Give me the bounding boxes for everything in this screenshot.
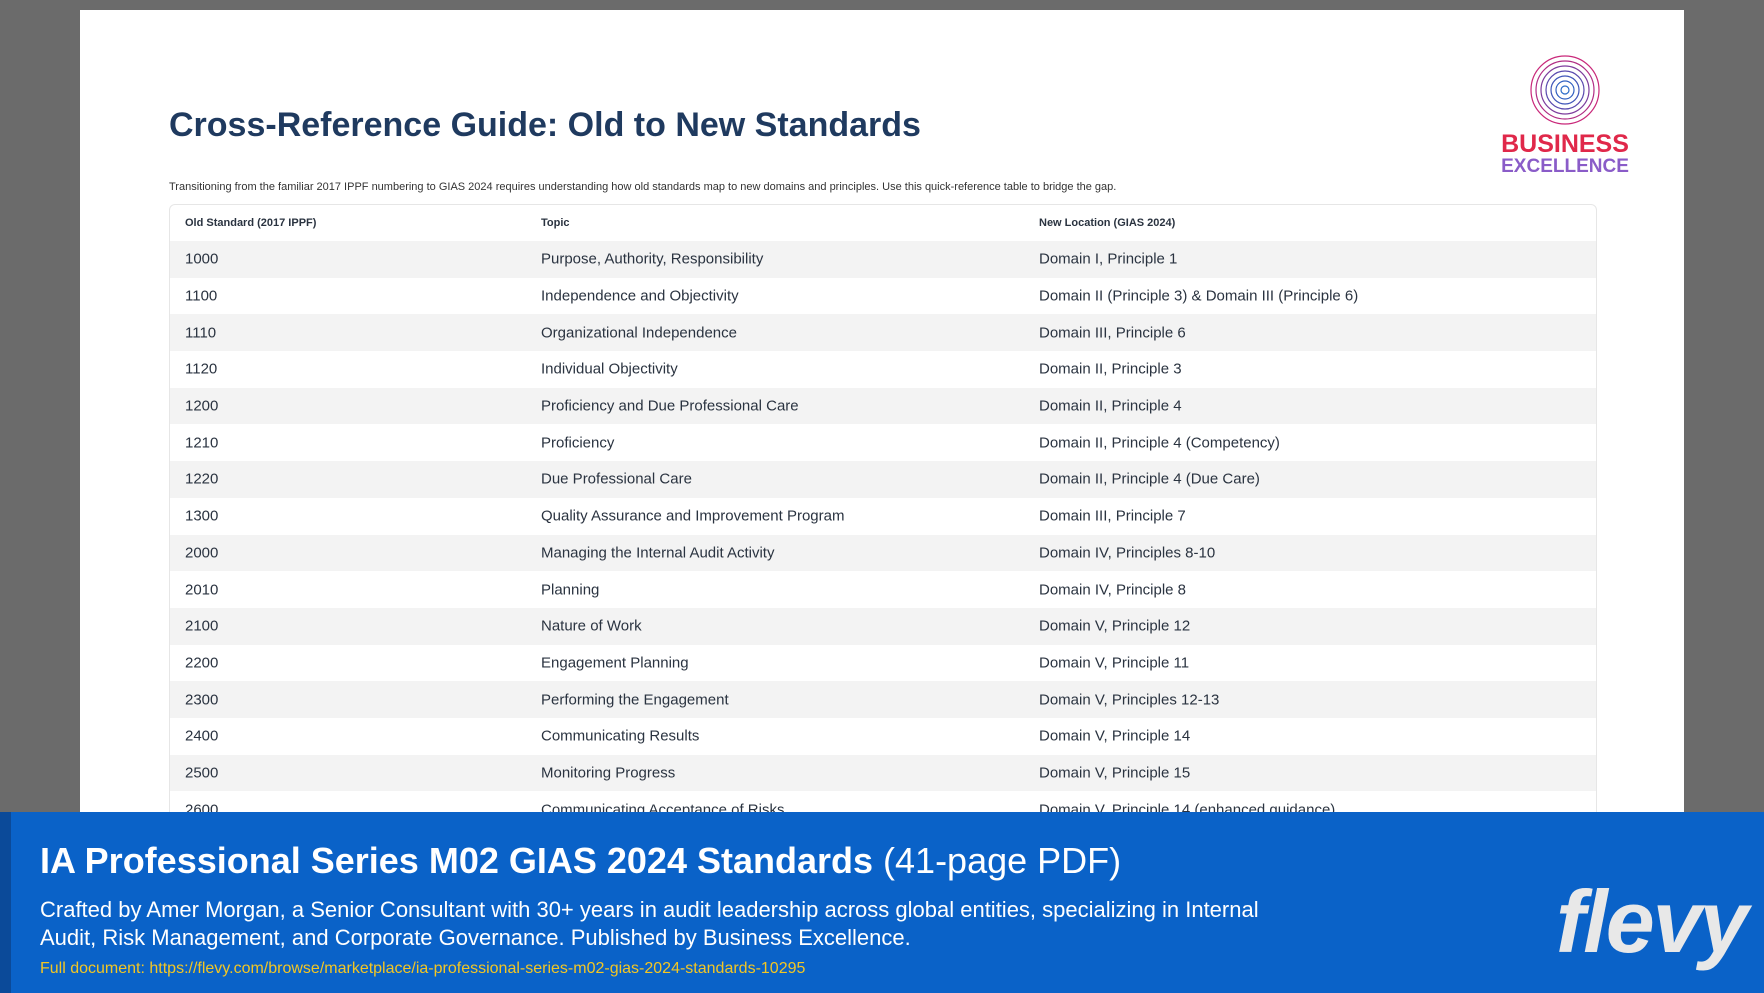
table-cell: 1120: [185, 360, 218, 378]
table-row: 1220 Due Professional Care Domain II, Prin…: [170, 461, 1596, 498]
table-cell: Due Professional Care: [541, 470, 692, 488]
table-cell: Domain I, Principle 1: [1039, 250, 1178, 268]
table-row: 2010 Planning Domain IV, Principle 8: [170, 571, 1596, 608]
table-cell: 2300: [185, 691, 219, 709]
table: Old Standard (2017 IPPF) Topic New Locatio…: [169, 204, 1597, 829]
table-cell: Domain V, Principle 12: [1039, 617, 1191, 635]
banner: IA Professional Series M02 GIAS 2024 Sta…: [0, 812, 1764, 993]
table-row: 2300 Performing the Engagement Domain V, P…: [170, 681, 1596, 718]
table-cell: Domain III, Principle 6: [1039, 324, 1186, 342]
table-cell: Purpose, Authority, Responsibility: [541, 250, 764, 268]
column-header: Old Standard (2017 IPPF): [185, 217, 317, 229]
table-cell: Nature of Work: [541, 617, 642, 635]
table-row: 2100 Nature of Work Domain V, Principle 12: [170, 607, 1596, 645]
column-header: Topic: [541, 217, 570, 229]
table-row: 1110 Organizational Independence Domain II…: [170, 314, 1596, 352]
table-row: 1000 Purpose, Authority, Responsibility Do…: [170, 241, 1596, 278]
table-row: 1120 Individual Objectivity Domain II, Pri…: [170, 351, 1596, 388]
table-row: 2200 Engagement Planning Domain V, Princip…: [170, 645, 1596, 682]
logo-line1: BUSINESS: [1501, 130, 1629, 158]
logo: BUSINESS EXCELLENCE: [1480, 54, 1650, 177]
table-cell: 1110: [185, 324, 217, 342]
banner-title: IA Professional Series M02 GIAS 2024 Sta…: [40, 840, 1121, 882]
table-cell: Domain II (Principle 3) & Domain III (Pr…: [1039, 287, 1359, 305]
table-cell: Domain V, Principle 11: [1039, 654, 1190, 672]
logo-mark: [1530, 55, 1600, 125]
table-cell: Domain III, Principle 7: [1039, 507, 1186, 525]
table-cell: Planning: [541, 581, 600, 599]
table-cell: Organizational Independence: [541, 324, 737, 342]
table-cell: Domain IV, Principle 8: [1039, 581, 1187, 599]
brand-logo: flevy: [1556, 872, 1749, 971]
table-cell: Managing the Internal Audit Activity: [541, 544, 775, 562]
slide-title: Cross-Reference Guide: Old to New Standa…: [169, 106, 921, 144]
table-cell: 2400: [185, 727, 219, 745]
table-cell: Engagement Planning: [541, 654, 689, 672]
table-row: 1300 Quality Assurance and Improvement Pr…: [170, 498, 1596, 535]
table-cell: Domain IV, Principles 8-10: [1039, 544, 1216, 562]
table-cell: 1300: [185, 507, 219, 525]
banner-link[interactable]: Full document: https://flevy.com/browse/…: [40, 960, 806, 977]
table-row: 1200 Proficiency and Due Professional Car…: [170, 387, 1596, 425]
table-row: 2500 Monitoring Progress Domain V, Princip…: [170, 754, 1596, 792]
table-cell: 2010: [185, 581, 219, 599]
table-cell: Communicating Results: [541, 727, 700, 745]
table-cell: 1210: [185, 434, 219, 452]
table-cell: 2500: [185, 764, 219, 782]
table-row: 2000 Managing the Internal Audit Activity…: [170, 534, 1596, 572]
table-cell: 1220: [185, 470, 219, 488]
table-row: 1210 Proficiency Domain II, Principle 4 (C…: [170, 424, 1596, 461]
column-header: New Location (GIAS 2024): [1039, 217, 1176, 229]
table-cell: Domain II, Principle 4: [1039, 397, 1182, 415]
table-cell: 1000: [185, 250, 219, 268]
table-cell: Domain V, Principle 14: [1039, 727, 1191, 745]
table-cell: Quality Assurance and Improvement Progra…: [541, 507, 845, 525]
logo-line2: EXCELLENCE: [1501, 156, 1629, 177]
banner-title-main: IA Professional Series M02 GIAS 2024 Sta…: [40, 840, 874, 881]
table-cell: Proficiency and Due Professional Care: [541, 397, 799, 415]
table-cell: 2100: [185, 617, 219, 635]
table-cell: 2200: [185, 654, 219, 672]
table-cell: Performing the Engagement: [541, 691, 729, 709]
table-cell: Domain II, Principle 3: [1039, 360, 1182, 378]
table-cell: Domain V, Principle 15: [1039, 764, 1191, 782]
slide-subtitle: Transitioning from the familiar 2017 IPP…: [169, 181, 1117, 193]
table-row: 2400 Communicating Results Domain V, Princ…: [170, 718, 1596, 755]
banner-description: Crafted by Amer Morgan, a Senior Consult…: [40, 897, 1259, 950]
table-cell: Monitoring Progress: [541, 764, 676, 782]
table-cell: 1100: [185, 287, 218, 305]
table-cell: 1200: [185, 397, 219, 415]
table-cell: 2000: [185, 544, 219, 562]
banner-title-suffix: (41-page PDF): [883, 840, 1122, 881]
table-cell: Individual Objectivity: [541, 360, 678, 378]
table-cell: Domain V, Principles 12-13: [1039, 691, 1220, 709]
table-cell: Independence and Objectivity: [541, 287, 739, 305]
table-cell: Domain II, Principle 4 (Competency): [1039, 434, 1280, 452]
table-cell: Domain II, Principle 4 (Due Care): [1039, 470, 1260, 488]
table-header: Old Standard (2017 IPPF) Topic New Locatio…: [170, 205, 1596, 241]
table-cell: Proficiency: [541, 434, 615, 452]
table-row: 1100 Independence and Objectivity Domain I…: [170, 278, 1596, 315]
